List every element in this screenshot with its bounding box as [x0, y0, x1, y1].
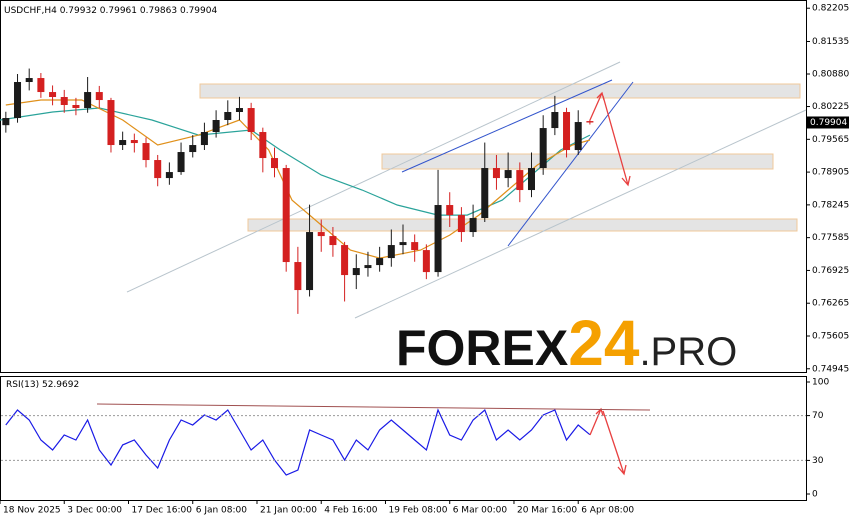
price-tag-box	[807, 116, 849, 129]
x-tick-label: 6 Jan 08:00	[196, 506, 248, 516]
candle-body	[25, 78, 33, 83]
candle-body	[457, 215, 465, 233]
candle-body	[60, 97, 68, 106]
candle-body	[165, 172, 173, 179]
candle-body	[446, 205, 454, 216]
arrow	[602, 95, 631, 187]
candle-body	[539, 128, 547, 169]
candle-body	[154, 160, 162, 179]
rsi-trend-line	[96, 403, 651, 411]
candle-body	[341, 245, 349, 276]
candle-body	[492, 168, 500, 179]
candle-body	[352, 268, 360, 276]
candle-body	[200, 132, 208, 146]
y-tick-label: 0.80880	[812, 70, 849, 80]
resistance-zone	[381, 153, 774, 170]
candle-body	[212, 120, 220, 133]
candle-body	[399, 242, 407, 246]
y-tick-label: 0.78905	[812, 168, 849, 178]
y-tick-label: 0	[812, 490, 818, 500]
candle-body	[364, 265, 372, 269]
y-tick-label: 100	[812, 378, 829, 388]
y-tick-label: 0.79565	[812, 135, 849, 145]
candle-body	[142, 143, 150, 161]
candle-body	[563, 112, 571, 151]
moving-average	[5, 99, 591, 259]
trend-line	[507, 81, 634, 247]
candle-body	[574, 122, 582, 151]
y-tick-label: 0.74945	[812, 364, 849, 374]
x-tick-label: 6 Mar 00:00	[453, 506, 508, 516]
candle-body	[49, 92, 57, 98]
candle-body	[177, 152, 185, 173]
candle-body	[95, 92, 103, 101]
y-tick-label: 0.76925	[812, 266, 849, 276]
x-tick-label: 4 Feb 16:00	[324, 506, 378, 516]
candle-body	[107, 100, 115, 146]
arrow	[602, 410, 627, 476]
candle-body	[119, 140, 127, 146]
candle-body	[411, 242, 419, 251]
candle-body	[586, 121, 594, 123]
candle-body	[504, 170, 512, 179]
candle-body	[551, 112, 559, 129]
watermark: FOREX24.PRO	[396, 307, 737, 379]
candle-body	[317, 232, 325, 237]
x-tick-label: 3 Dec 00:00	[67, 506, 122, 516]
main-panel	[0, 0, 807, 373]
y-tick-label: 0.80225	[812, 102, 849, 112]
candle-body	[527, 168, 535, 191]
candle-body	[516, 170, 524, 191]
forecast-arrows	[589, 91, 631, 476]
candle-body	[306, 232, 314, 291]
candle-body	[84, 92, 92, 109]
x-tick-label: 17 Dec 16:00	[131, 506, 192, 516]
rsi-panel	[0, 376, 807, 501]
header: USDCHF,H4 0.79932 0.79961 0.79863 0.7990…	[4, 6, 217, 16]
rsi-line	[5, 408, 591, 476]
candle-body	[224, 112, 232, 121]
candle-body	[376, 258, 384, 266]
candle-body	[271, 158, 279, 169]
x-tick-label: 6 Apr 08:00	[581, 506, 634, 516]
candle-body	[329, 236, 337, 246]
candle-body	[72, 105, 80, 109]
y-tick-label: 0.77585	[812, 233, 849, 243]
candle-body	[294, 262, 302, 291]
candle-body	[14, 82, 22, 119]
x-tick-label: 19 Feb 08:00	[388, 506, 447, 516]
y-tick-label: 70	[812, 411, 824, 421]
y-tick-label: 0.82205	[812, 4, 849, 14]
candle-body	[481, 168, 489, 219]
y-tick-label: 0.75605	[812, 331, 849, 341]
candle-body	[282, 168, 290, 263]
candle-body	[247, 108, 255, 133]
channel-line	[126, 61, 621, 293]
y-tick-label: 0.78245	[812, 200, 849, 210]
price-tag: 0.79904	[810, 118, 847, 128]
support-zone	[247, 218, 798, 232]
candle-body	[259, 132, 267, 159]
resistance-zone	[199, 83, 801, 99]
candle-body	[422, 250, 430, 273]
x-tick-label: 20 Mar 16:00	[517, 506, 577, 516]
candle-body	[130, 140, 138, 144]
y-tick-label: 0.76265	[812, 299, 849, 309]
y-tick-label: 30	[812, 456, 824, 466]
y-tick-label: 0.81535	[812, 37, 849, 47]
x-tick-label: 18 Nov 2025	[3, 506, 61, 516]
trend-line	[401, 79, 613, 173]
candle-body	[2, 118, 10, 126]
x-tick-label: 21 Jan 00:00	[260, 506, 317, 516]
candle-body	[37, 78, 45, 93]
candle-body	[434, 205, 442, 273]
candle-body	[189, 145, 197, 153]
candle-body	[387, 245, 395, 259]
rsi-header: RSI(13) 52.9692	[6, 380, 79, 390]
arrow	[589, 407, 604, 436]
channel-line	[354, 109, 807, 319]
candle-body	[469, 218, 477, 233]
candle-body	[235, 108, 243, 113]
